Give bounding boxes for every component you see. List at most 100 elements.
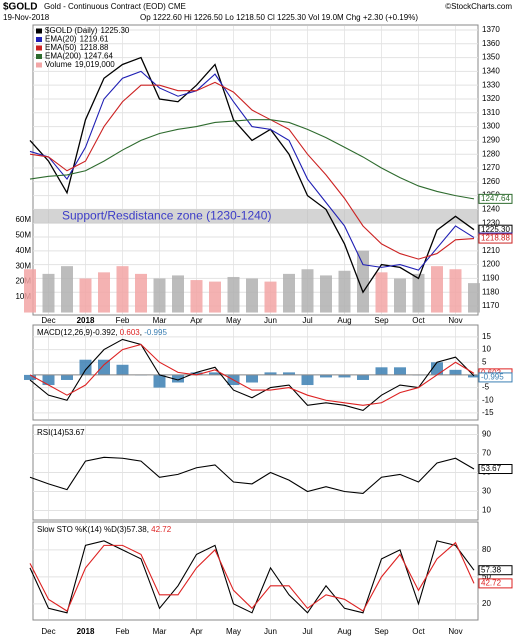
y-tick-label: 20 [482,599,491,608]
histogram-bar [394,367,406,375]
x-tick-label: Mar [153,316,167,325]
y-tick-label: 1260 [482,177,500,186]
legend-value: 1219.61 [80,35,109,44]
legend-value: 53.67 [65,428,86,437]
legend-sep: , [140,328,144,337]
y-tick-label: 10 [482,506,491,515]
legend-value: 1247.64 [84,52,113,61]
line [29,541,475,612]
legend: EMA(50) 1218.88 [45,43,109,52]
legend: MACD(12,26,9)-0.392, 0.603, -0.995 [37,328,167,337]
line [29,119,475,200]
volume-bar [412,273,425,313]
histogram-bar [283,372,295,375]
y-tick-label: 80 [482,545,491,554]
volume-bar [357,250,369,313]
volume-bar [431,266,443,313]
x-tick-label: Nov [448,316,462,325]
x-tick-label: Jun [264,627,277,636]
value-tag-label: 1247.64 [481,194,510,203]
volume-bar [153,278,166,313]
histogram-bar [98,359,110,375]
histogram-bar [24,374,36,380]
volume-bar [135,273,147,313]
legend-value: 42.72 [151,525,172,534]
legend-value: 19,019,000 [75,60,116,69]
legend-value: 57.38 [127,525,148,534]
legend-name: EMA(50) [45,43,77,52]
histogram-bar [338,374,351,378]
x-tick-label: Apr [190,627,203,636]
x-tick-label: Nov [448,627,462,636]
legend-name: EMA(20) [45,35,77,44]
value-tag [478,233,513,244]
histogram-bar [116,364,129,375]
title: Gold - Continuous Contract (EOD) CME [44,2,186,11]
y-tick-label: 1320 [482,94,500,103]
legend-swatch [36,45,42,51]
volume-bar [283,273,295,313]
y-tick-label: 1330 [482,80,500,89]
line [29,81,475,260]
histogram-bar [79,359,92,375]
x-tick-label: Aug [337,316,351,325]
y-tick-label: -5 [482,383,490,392]
volume-bar [209,281,221,313]
legend-title: RSI(14) [37,428,65,437]
histogram-bar [301,374,314,386]
line [29,338,475,411]
x-tick-label: Apr [190,316,203,325]
histogram-bar [61,374,73,380]
x-tick-label: Sep [374,316,389,325]
line [29,56,475,294]
volume-bar [172,275,184,313]
x-tick-label: Jun [264,316,277,325]
zone-band [33,209,478,224]
legend-value: 1225.30 [100,26,129,35]
value-tag [478,193,513,204]
volume-bar [42,273,55,313]
value-tag [478,578,513,589]
value-tag-label: 1225.30 [481,225,510,234]
x-tick-label: 2018 [77,627,95,636]
date: 19-Nov-2018 [3,13,50,22]
x-tick-label: Mar [153,627,167,636]
legend-value: -0.392 [93,328,116,337]
legend-value: -0.995 [144,328,167,337]
x-tick-label: 2018 [77,316,95,325]
y-tick-label: -15 [482,408,494,417]
volume-bar [375,272,388,313]
legend: Volume 19,019,000 [45,60,115,69]
volume-bar [320,275,332,313]
y-tick-label: 1200 [482,260,500,269]
y-tick-label: 1370 [482,25,500,34]
histogram-bar [431,362,443,375]
histogram-bar [264,372,277,375]
histogram-bar [153,374,166,388]
y-tick-label: 90 [482,430,491,439]
y2-tick-label: 20M [15,277,31,286]
line [29,343,475,406]
y-tick-label: 1170 [482,301,500,310]
x-tick-label: Jul [302,627,312,636]
y-tick-label: 1300 [482,122,500,131]
volume-bar [24,269,36,313]
legend-swatch [36,62,42,68]
value-tag [478,464,513,475]
y2-tick-label: 30M [15,261,31,270]
quote: Op 1222.60 Hi 1226.50 Lo 1218.50 Cl 1225… [140,13,418,22]
volume-bar [116,266,129,313]
y-tick-label: 1350 [482,53,500,62]
histogram-bar [190,372,203,375]
value-tag-label: 57.38 [481,565,502,574]
x-tick-label: Oct [412,627,425,636]
y-tick-label: 1360 [482,39,500,48]
x-tick-label: Dec [41,627,55,636]
credit: ©StockCharts.com [445,2,512,11]
volume-bar [264,281,277,313]
value-tag-label: 42.72 [481,578,502,587]
histogram-bar [42,374,55,386]
value-tag-label: 53.67 [481,464,502,473]
